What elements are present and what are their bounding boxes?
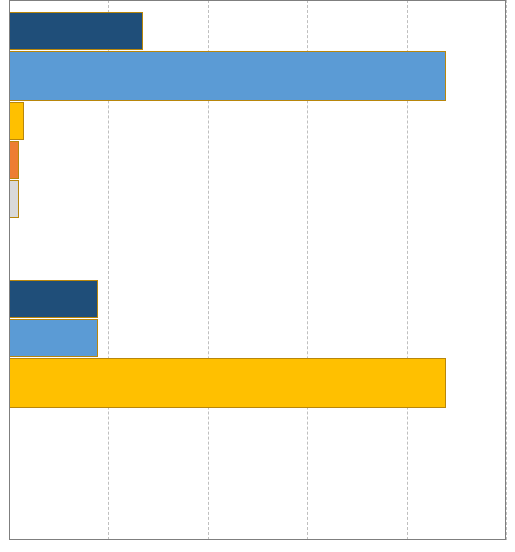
bar-group-top-s4 — [9, 141, 19, 179]
bar-chart — [0, 0, 515, 552]
gridline — [506, 0, 507, 540]
bar-group-bottom-s1 — [9, 280, 98, 318]
bar-group-top-s5 — [9, 180, 19, 218]
bar-group-bottom-s2 — [9, 319, 98, 357]
bar-group-top-s1 — [9, 12, 143, 50]
bar-group-bottom-s3 — [9, 358, 446, 408]
bar-group-top-s2 — [9, 51, 446, 101]
bar-group-top-s3 — [9, 102, 24, 140]
plot-area — [9, 0, 506, 540]
